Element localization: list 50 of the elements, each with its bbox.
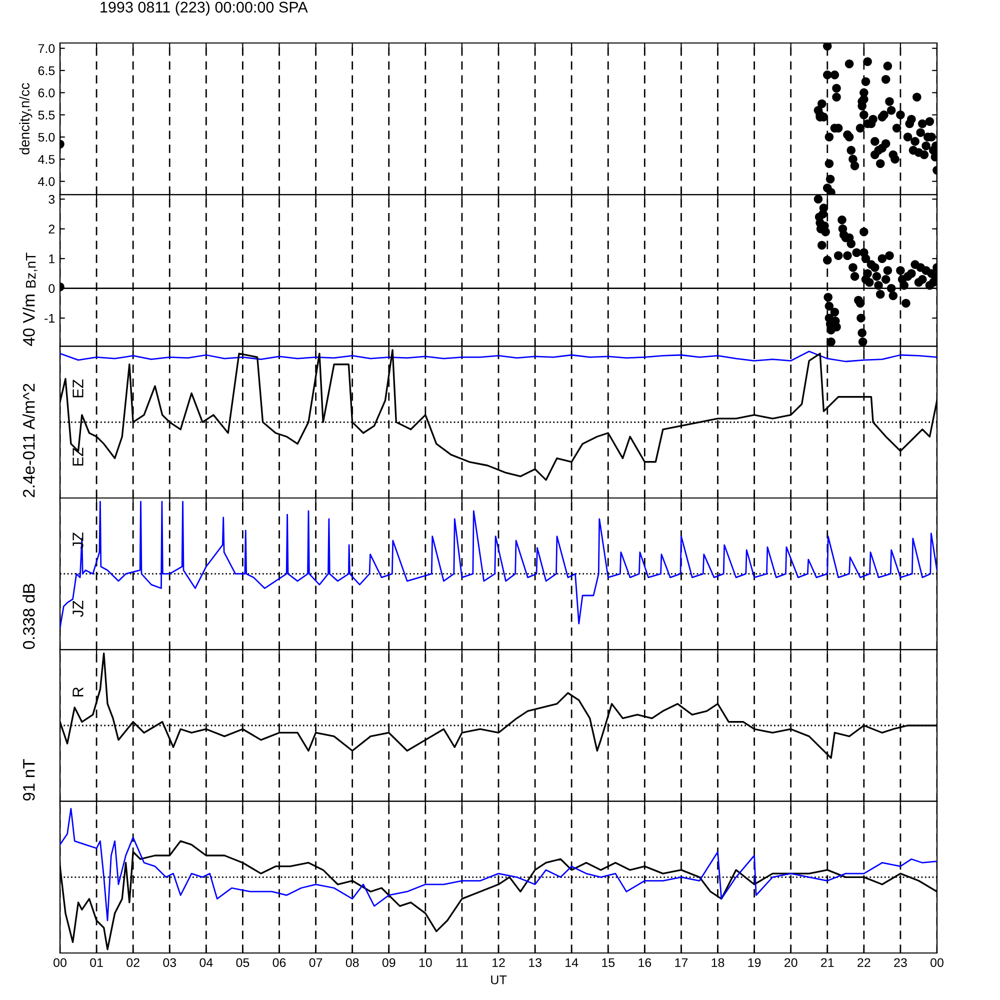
y-tick-label: 2: [48, 224, 55, 234]
x-tick-label: 21: [821, 958, 834, 967]
y-tick-label: 7.0: [38, 44, 55, 53]
y-tick-label: 1: [49, 254, 55, 264]
x-tick-label: 00: [930, 958, 944, 968]
x-tick-label: 01: [90, 958, 103, 968]
x-tick-label: 15: [602, 958, 615, 968]
x-tick-label: 04: [200, 958, 213, 968]
x-tick-label: 13: [529, 958, 542, 968]
x-tick-label: 10: [419, 958, 432, 968]
x-tick-label: 02: [126, 958, 140, 968]
y-axis-title: Bz,nT: [26, 252, 38, 288]
annotation: JZ: [72, 600, 84, 617]
annotation: JZ: [72, 532, 84, 549]
y-tick-label: 5.5: [38, 110, 55, 120]
x-tick-label: 00: [54, 958, 66, 968]
x-tick-label: 03: [163, 958, 176, 968]
x-tick-label: 07: [309, 958, 322, 968]
y-axis-title: 2.4e-011 A/m^2: [22, 384, 35, 498]
x-tick-label: 19: [748, 958, 761, 968]
y-tick-label: 0: [48, 284, 55, 293]
x-tick-label: 17: [675, 958, 688, 967]
x-tick-label: 20: [784, 958, 798, 968]
annotation: EZ: [72, 380, 84, 398]
y-tick-label: 3: [48, 194, 55, 204]
x-tick-label: 16: [638, 958, 652, 968]
x-tick-label: 06: [272, 958, 286, 968]
y-tick-label: 6.0: [38, 88, 55, 98]
chart-title: 1993 0811 (223) 00:00:00 SPA: [100, 1, 308, 16]
y-axis-title: 40 V/m: [22, 294, 35, 346]
y-tick-label: 4.5: [38, 155, 55, 164]
x-tick-label: 23: [894, 958, 907, 968]
x-tick-label: 22: [858, 958, 870, 967]
y-axis-title: 91 nT: [22, 759, 35, 801]
annotation: R: [72, 687, 84, 696]
y-axis-title: 0.338 dB: [22, 584, 35, 650]
x-tick-label: 12: [492, 958, 505, 967]
x-tick-label: 08: [346, 958, 359, 968]
x-axis-title: UT: [491, 976, 507, 984]
x-tick-label: 11: [456, 958, 468, 967]
y-tick-label: 6.5: [38, 66, 55, 76]
x-tick-label: 18: [712, 958, 724, 968]
y-tick-label: 4.0: [38, 177, 55, 186]
x-tick-label: 09: [382, 958, 396, 968]
y-axis-title: dencity,n/cc: [19, 83, 32, 154]
y-tick-label: -1: [44, 314, 55, 323]
y-tick-label: 5.0: [38, 132, 55, 142]
x-tick-label: 05: [236, 958, 250, 968]
annotation: EZ: [72, 448, 84, 466]
x-tick-label: 14: [566, 958, 578, 967]
